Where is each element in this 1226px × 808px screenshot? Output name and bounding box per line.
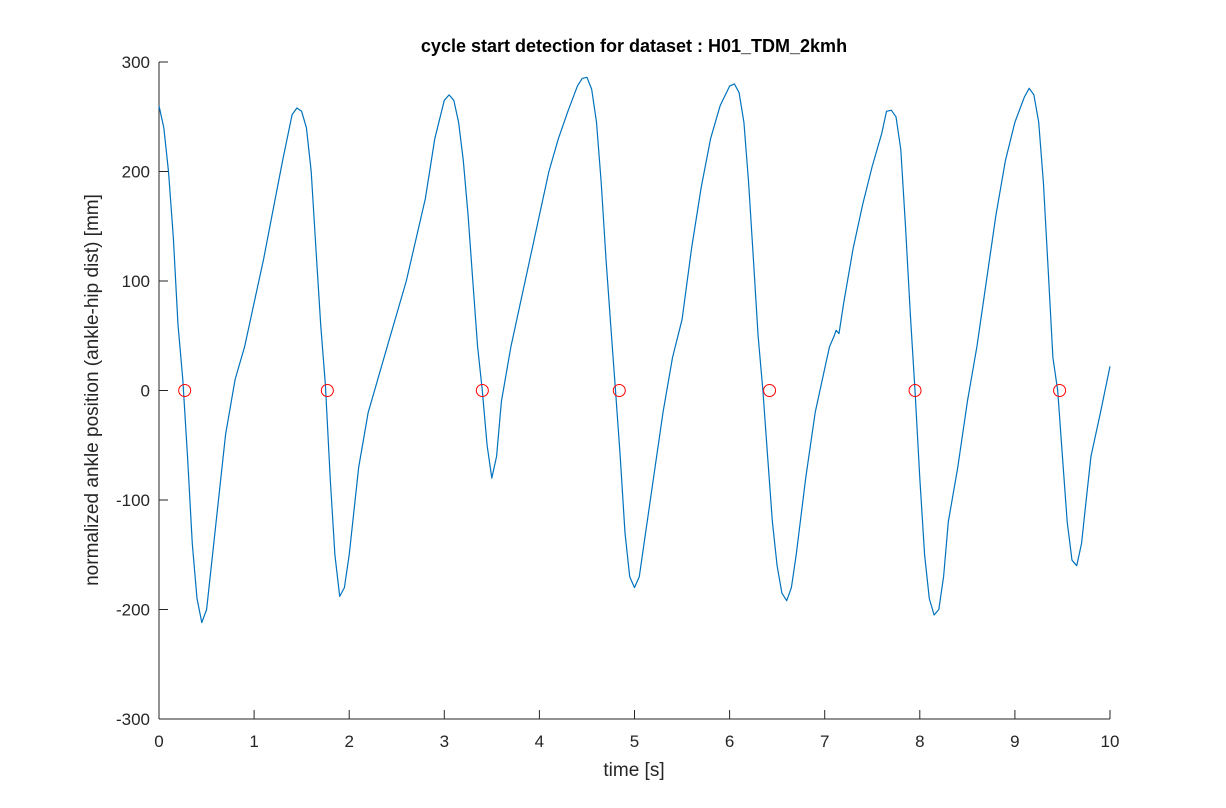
x-tick-label: 9	[1010, 732, 1019, 751]
x-tick-label: 8	[915, 732, 924, 751]
x-tick-label: 3	[440, 732, 449, 751]
plot-area: 0 1 2 3 4 5 6 7 8 9 10 -300 -200 -100 0 100 200 300	[116, 53, 1119, 751]
cycle-start-marker	[178, 384, 192, 397]
cycle-start-marker	[320, 384, 334, 397]
y-tick-label: 300	[122, 53, 150, 72]
y-tick-label: 0	[141, 382, 150, 401]
y-tick-label: 200	[122, 163, 150, 182]
y-axis-title: normalized ankle position (ankle-hip dis…	[82, 194, 103, 586]
y-ticks: -300 -200 -100 0 100 200 300	[116, 53, 168, 729]
y-tick-label: -200	[116, 601, 150, 620]
cycle-start-marker	[908, 384, 922, 397]
chart-title: cycle start detection for dataset : H01_…	[421, 36, 847, 56]
x-axis-title: time [s]	[603, 760, 664, 781]
x-tick-label: 5	[630, 732, 639, 751]
series-layer	[158, 76, 1111, 624]
y-tick-label: 100	[122, 272, 150, 291]
x-tick-label: 6	[725, 732, 734, 751]
x-ticks: 0 1 2 3 4 5 6 7 8 9 10	[154, 710, 1119, 751]
x-tick-label: 2	[344, 732, 353, 751]
x-tick-label: 10	[1101, 732, 1120, 751]
x-tick-label: 4	[535, 732, 544, 751]
y-tick-label: -300	[116, 710, 150, 729]
x-tick-label: 0	[154, 732, 163, 751]
y-tick-label: -100	[116, 491, 150, 510]
cycle-start-marker	[612, 384, 626, 397]
x-tick-label: 7	[820, 732, 829, 751]
cycle-start-marker	[1053, 384, 1067, 397]
x-tick-label: 1	[249, 732, 258, 751]
cycle-start-marker	[763, 384, 777, 397]
ankle-position-line	[158, 76, 1111, 624]
cycle-start-marker	[475, 384, 489, 397]
